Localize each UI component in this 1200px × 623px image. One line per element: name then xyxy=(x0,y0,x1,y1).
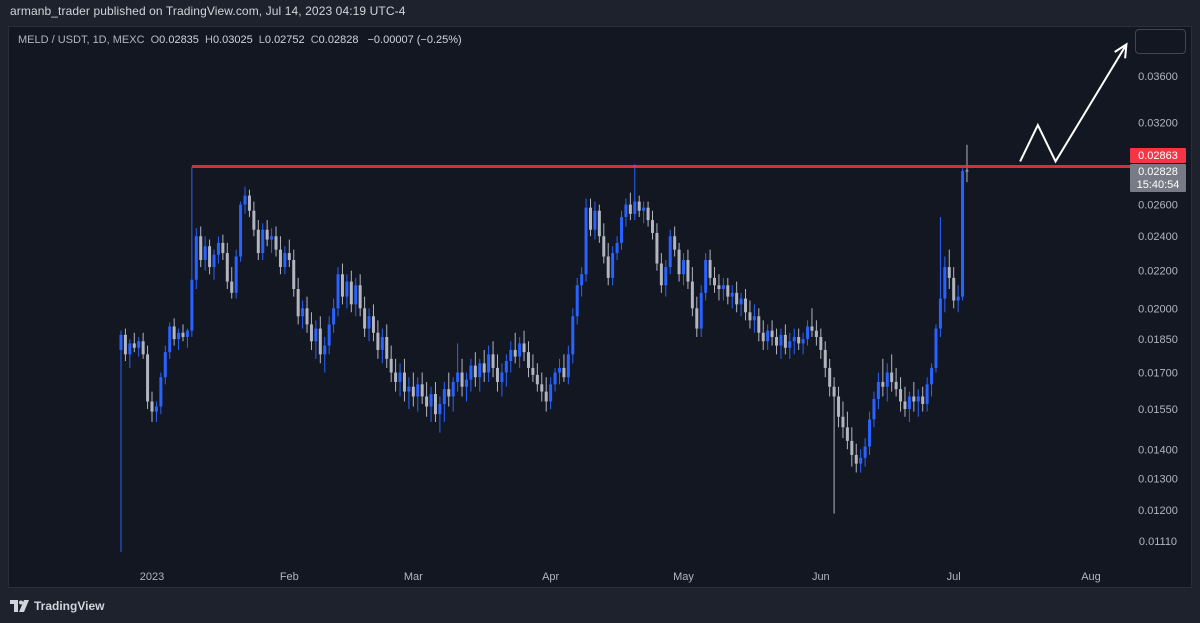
close-label: C xyxy=(310,34,319,46)
open-label: O xyxy=(150,34,160,46)
high-label: H xyxy=(204,34,213,46)
change-value: −0.00007 (−0.25%) xyxy=(367,34,462,46)
chart-toolbar-box[interactable] xyxy=(1135,29,1186,54)
tradingview-branding[interactable]: TradingView xyxy=(10,599,104,613)
low-value: 0.02752 xyxy=(264,34,305,46)
close-value: 0.02828 xyxy=(318,34,359,46)
tradingview-brand-text: TradingView xyxy=(34,599,105,613)
low-label: L xyxy=(258,34,265,46)
symbol-label[interactable]: MELD / USDT, 1D, MEXC xyxy=(18,34,145,46)
publisher-caption: armanb_trader published on TradingView.c… xyxy=(10,4,406,18)
ohlc-legend: MELD / USDT, 1D, MEXC O0.02835 H0.03025 … xyxy=(18,34,462,46)
chart-pane[interactable] xyxy=(8,26,1192,588)
open-value: 0.02835 xyxy=(159,34,199,46)
high-value: 0.03025 xyxy=(212,34,253,46)
tradingview-logo-icon xyxy=(10,600,29,612)
